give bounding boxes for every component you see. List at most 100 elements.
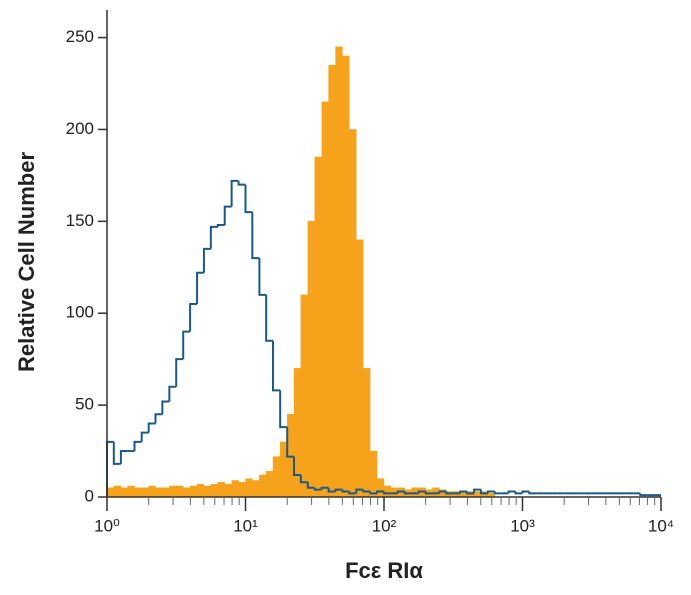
histogram-step xyxy=(112,441,121,465)
histogram-bar xyxy=(376,478,385,498)
y-axis-label: Relative Cell Number xyxy=(14,152,39,373)
histogram-bar xyxy=(148,485,156,498)
histogram-bar xyxy=(189,485,198,498)
histogram-step xyxy=(161,400,170,415)
x-tick-label: 10⁰ xyxy=(94,516,120,535)
histogram-step xyxy=(466,491,475,495)
histogram-step xyxy=(133,440,142,452)
histogram-step xyxy=(306,482,315,489)
histogram-step xyxy=(479,489,488,495)
histogram-step xyxy=(369,491,378,495)
histogram-step xyxy=(168,385,177,402)
histogram-step xyxy=(286,427,295,458)
histogram-bar xyxy=(245,478,253,498)
histogram-bar xyxy=(265,471,274,498)
histogram-step xyxy=(196,271,204,305)
histogram-step xyxy=(445,491,454,495)
histogram-step xyxy=(486,490,495,494)
histogram-step xyxy=(320,486,329,490)
histogram-bar xyxy=(321,101,329,498)
histogram-step xyxy=(521,490,530,494)
histogram-step xyxy=(327,487,336,493)
histogram-step xyxy=(299,474,308,484)
histogram-step xyxy=(293,456,301,476)
histogram-step xyxy=(396,490,405,494)
histogram-step xyxy=(341,489,350,493)
histogram-step xyxy=(383,491,391,495)
histogram-bar xyxy=(272,456,281,498)
histogram-bar xyxy=(203,485,212,498)
histogram-step xyxy=(493,491,502,495)
histogram-bar xyxy=(113,485,122,498)
histogram-bar xyxy=(106,487,115,498)
histogram-bar xyxy=(141,487,149,498)
histogram-step xyxy=(182,330,191,360)
histogram-step xyxy=(403,491,412,495)
histogram-step xyxy=(230,179,239,207)
histogram-step xyxy=(313,487,322,491)
histogram-bar xyxy=(328,64,336,498)
histogram-step xyxy=(279,390,288,429)
histogram-bar xyxy=(196,483,205,498)
histogram-bar xyxy=(238,482,246,498)
histogram-step xyxy=(348,491,357,495)
histogram-bar xyxy=(134,487,142,498)
histogram-bar xyxy=(356,239,364,498)
histogram-bar xyxy=(307,221,315,498)
y-tick-label: 200 xyxy=(66,119,94,138)
histogram-bar xyxy=(162,487,170,498)
histogram-step xyxy=(175,358,184,387)
histogram-step xyxy=(244,184,253,214)
histogram-bar xyxy=(369,450,378,498)
histogram-step xyxy=(140,431,149,442)
histogram-bar xyxy=(169,485,177,498)
histogram-bar xyxy=(120,487,128,498)
histogram-bar xyxy=(279,441,288,498)
histogram-step xyxy=(258,258,267,296)
histogram-step xyxy=(438,490,447,494)
histogram-step xyxy=(189,303,198,332)
histogram-step xyxy=(209,225,218,249)
histogram-bar xyxy=(363,368,371,498)
x-tick-label: 10¹ xyxy=(233,516,258,535)
histogram-step xyxy=(362,489,371,493)
x-tick-label: 10³ xyxy=(510,516,535,535)
histogram-bar xyxy=(127,485,135,498)
histogram-step xyxy=(639,493,648,497)
histogram-step xyxy=(473,488,481,494)
histogram-step xyxy=(202,247,211,273)
histogram-bar xyxy=(224,483,232,498)
histogram-step xyxy=(119,450,128,464)
x-axis-label: Fcε RIα xyxy=(345,558,423,583)
histogram-bar xyxy=(231,480,239,498)
histogram-bar xyxy=(155,487,163,498)
histogram-step xyxy=(334,488,343,492)
histogram-step xyxy=(355,488,364,494)
x-tick-label: 10² xyxy=(372,516,397,535)
histogram-step xyxy=(459,490,468,494)
histogram-step xyxy=(216,224,225,227)
histogram-step xyxy=(424,491,433,495)
histogram-step xyxy=(507,490,516,494)
y-tick-label: 0 xyxy=(85,486,94,505)
histogram-bar xyxy=(293,368,302,498)
histogram-bar xyxy=(259,474,267,498)
y-tick-label: 250 xyxy=(66,27,94,46)
histogram-step xyxy=(514,491,523,495)
histogram-step xyxy=(223,205,232,226)
histogram-bar xyxy=(342,55,350,498)
histogram-step xyxy=(528,491,537,495)
histogram-bar xyxy=(252,480,260,498)
histogram-bar xyxy=(335,46,343,498)
histogram-bar xyxy=(183,487,191,498)
histogram-step xyxy=(376,490,384,494)
histogram-step xyxy=(154,413,163,424)
histogram-bar xyxy=(176,485,184,498)
histogram-bar xyxy=(217,482,225,498)
histogram-step xyxy=(237,180,246,186)
x-tick-label: 10⁴ xyxy=(648,516,674,535)
histogram-bar xyxy=(210,483,219,498)
histogram-step xyxy=(272,340,281,392)
histogram-bar xyxy=(300,294,309,498)
